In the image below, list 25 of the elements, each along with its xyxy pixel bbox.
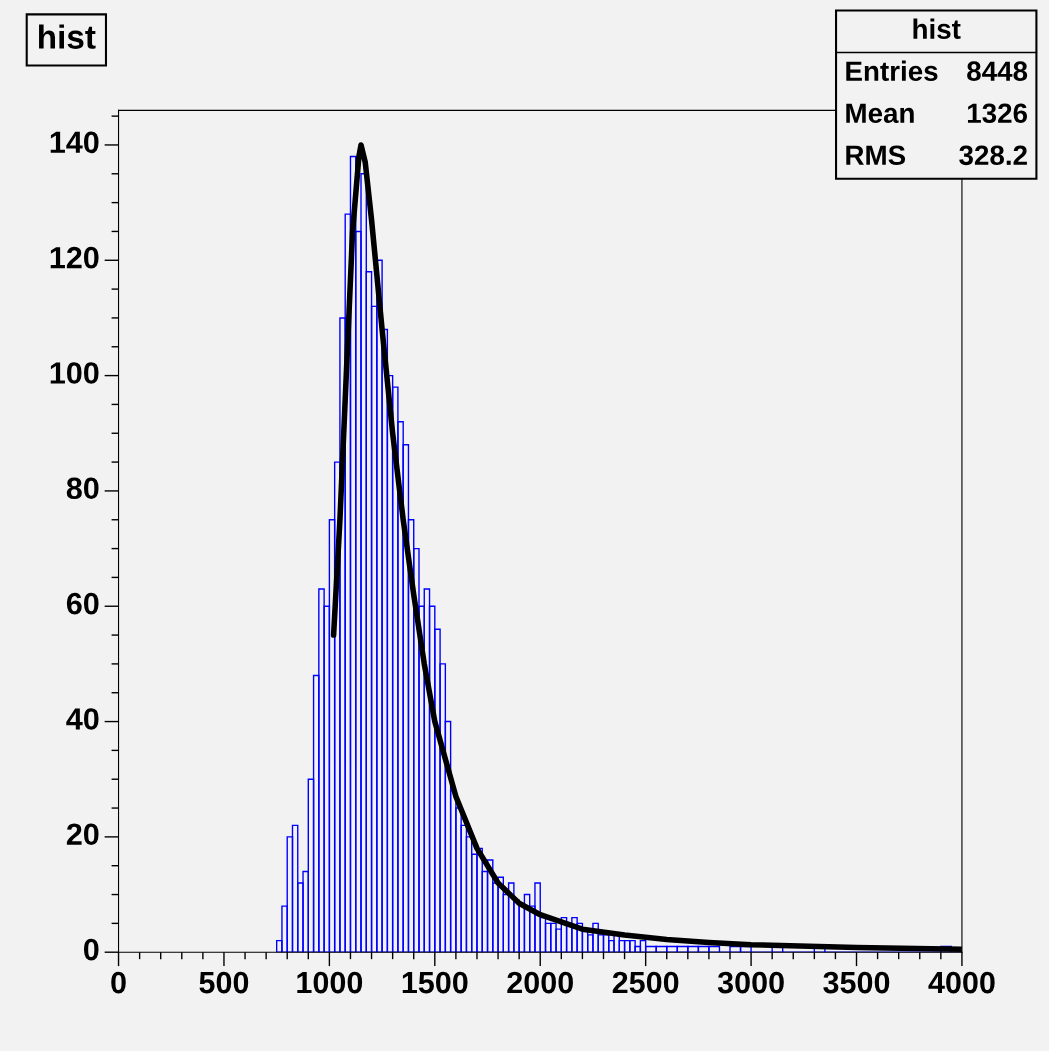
y-tick-label: 20 (66, 823, 99, 846)
annotation: 328.2 (959, 145, 1027, 166)
y-tick-label: 140 (50, 131, 99, 154)
text: 8448 (967, 61, 1028, 82)
x-tick-label: 2500 (612, 971, 679, 994)
y-tick-label: 120 (50, 246, 99, 269)
x-tick-label: 0 (111, 971, 126, 994)
text: Entries (846, 60, 938, 82)
annotation: Mean (846, 103, 914, 124)
x-tick-label: 3000 (717, 971, 784, 994)
x-tick-label: 500 (199, 971, 249, 994)
y-tick-label: 60 (66, 592, 99, 615)
annotation: RMS (846, 145, 906, 166)
chart-title: hist (39, 24, 96, 49)
x-tick-label: 1500 (402, 971, 468, 994)
x-tick-label: 2000 (507, 971, 573, 994)
y-tick-label: 0 (84, 938, 99, 961)
x-tick-label: 4000 (928, 971, 995, 994)
y-tick-label: 100 (50, 362, 99, 384)
x-tick-label: 1000 (297, 971, 363, 994)
y-tick-label: 40 (66, 708, 99, 730)
y-tick-label: 80 (66, 477, 99, 500)
x-tick-label: 3500 (823, 971, 890, 994)
text: hist (913, 18, 961, 39)
text: 1326 (967, 103, 1028, 124)
